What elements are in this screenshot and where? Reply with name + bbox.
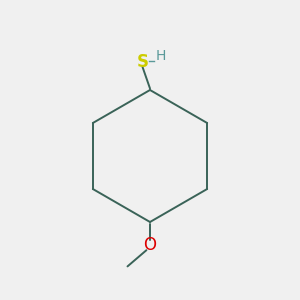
Text: O: O [143, 236, 157, 254]
Text: S: S [136, 52, 148, 70]
Text: H: H [156, 49, 166, 63]
